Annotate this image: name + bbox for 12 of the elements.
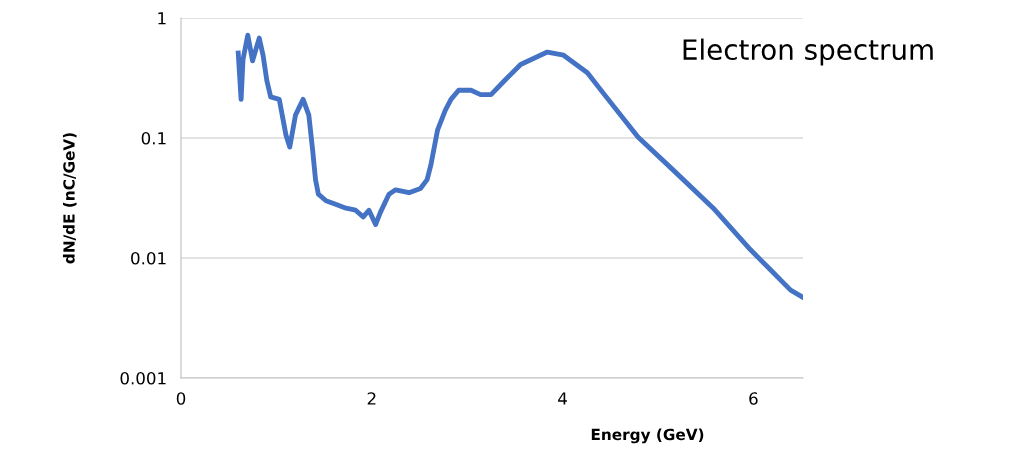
text: Electron spectrum <box>683 38 933 66</box>
y-axis-title: dN/dE (nC/GeV) <box>62 133 77 264</box>
x-axis-title: Energy (GeV) <box>591 428 704 444</box>
x-tick-label: 4 <box>558 392 567 405</box>
line-series <box>235 32 803 300</box>
x-tick-label: 0 <box>176 392 186 405</box>
y-tick-label: 0.001 <box>120 371 166 385</box>
x-tick-label: 2 <box>367 392 376 405</box>
y-tick-label: 0.1 <box>141 131 166 145</box>
y-tick-label: 0.01 <box>131 251 166 265</box>
y-tick-label: 1 <box>158 12 166 25</box>
x-tick-label: 6 <box>749 392 758 405</box>
